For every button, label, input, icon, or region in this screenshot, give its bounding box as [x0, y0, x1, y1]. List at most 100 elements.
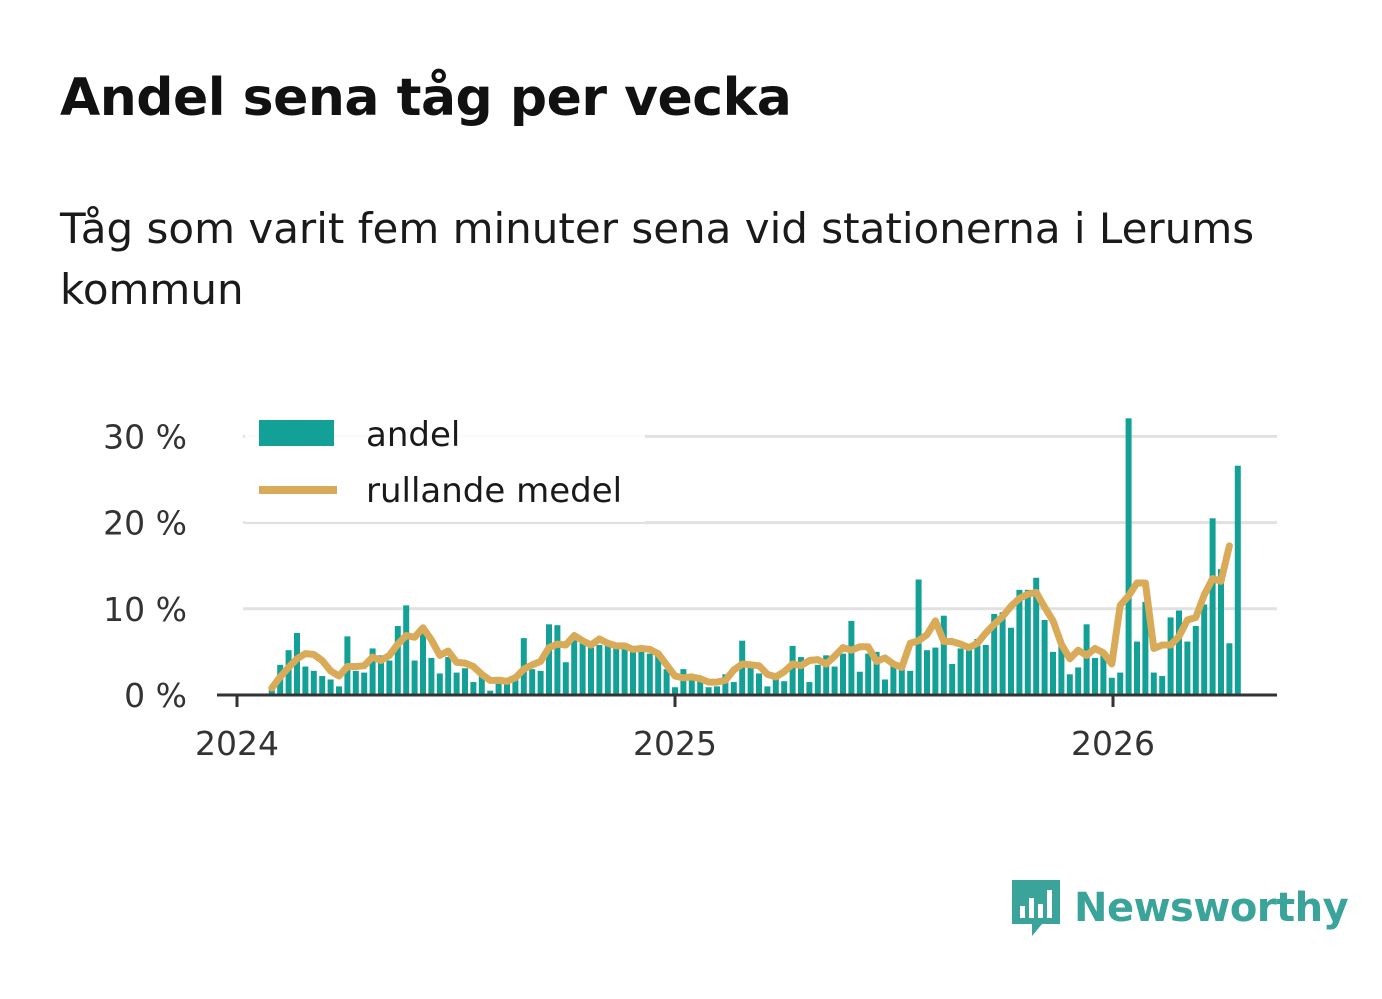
andel-bar — [840, 653, 846, 695]
andel-bar — [537, 670, 544, 695]
andel-bar — [562, 662, 569, 695]
andel-bar — [688, 677, 695, 695]
andel-bar — [604, 641, 611, 695]
andel-bar — [1050, 651, 1056, 695]
andel-bar — [957, 648, 964, 695]
andel-bar — [1024, 589, 1031, 695]
andel-bar — [378, 655, 384, 695]
andel-bar — [1083, 624, 1090, 695]
andel-bar — [1041, 620, 1048, 695]
andel-bar — [1192, 626, 1199, 695]
andel-bar — [823, 655, 830, 695]
y-axis-tick-labels: 0 % 10 % 20 % 30 % — [103, 417, 187, 715]
andel-bar — [1159, 676, 1166, 695]
andel-bar — [789, 645, 796, 695]
andel-bar — [1117, 672, 1124, 695]
andel-bar — [646, 653, 653, 695]
andel-bar — [336, 686, 342, 695]
andel-bar — [470, 682, 477, 695]
andel-bar — [747, 662, 754, 695]
andel-bar — [411, 660, 418, 695]
andel-bar — [1008, 627, 1014, 695]
andel-bar — [1092, 657, 1098, 695]
andel-bar — [445, 657, 452, 695]
andel-bar — [756, 673, 762, 695]
andel-bar — [882, 679, 888, 695]
andel-bar — [352, 670, 359, 695]
andel-bar — [982, 645, 989, 695]
andel-bar — [478, 675, 485, 695]
andel-bar — [1134, 641, 1140, 695]
andel-bar — [504, 679, 510, 695]
andel-bar — [1058, 643, 1065, 695]
andel-bar — [1033, 577, 1040, 695]
andel-bar — [705, 687, 712, 695]
andel-bar — [1226, 643, 1233, 695]
x-tick-label: 2025 — [633, 724, 717, 763]
andel-bar — [730, 682, 737, 695]
y-tick-label: 20 % — [103, 504, 187, 543]
newsworthy-chart-icon — [1012, 880, 1060, 936]
rolling-average-line — [268, 542, 1233, 692]
andel-bar — [907, 670, 914, 695]
andel-bar — [420, 626, 426, 695]
andel-bar — [663, 669, 670, 695]
andel-bar — [1142, 601, 1149, 695]
andel-bar — [1016, 589, 1023, 695]
andel-bar — [1234, 465, 1241, 695]
andel-bar — [361, 672, 368, 695]
andel-bar — [714, 686, 720, 695]
andel-bar — [453, 672, 460, 695]
andel-bar — [1108, 677, 1115, 695]
andel-bar — [924, 650, 930, 695]
andel-bar — [1075, 667, 1082, 695]
andel-bar — [554, 625, 561, 695]
andel-bar — [1150, 672, 1157, 695]
weekly-late-trains-chart: 0 % 10 % 20 % 30 % 2024 2025 2026 andel rullan… — [103, 410, 1277, 763]
andel-bar — [1125, 418, 1132, 695]
andel-bar — [680, 669, 687, 695]
andel-bar — [462, 668, 468, 695]
chart-subtitle: Tåg som varit fem minuter sena vid stati… — [60, 204, 1255, 314]
andel-bar — [1209, 518, 1216, 695]
andel-bar — [974, 638, 981, 695]
andel-bar — [865, 653, 872, 695]
andel-bar — [781, 681, 788, 695]
legend-label-andel: andel — [366, 415, 460, 455]
newsworthy-logo: Newsworthy — [1010, 878, 1349, 938]
y-tick-label: 0 % — [124, 676, 187, 715]
andel-bar — [529, 669, 536, 695]
andel-bar — [672, 687, 678, 695]
andel-bar — [697, 681, 704, 695]
andel-bar — [655, 655, 662, 695]
andel-bar — [890, 662, 897, 695]
andel-bar — [898, 665, 905, 695]
x-tick-label: 2026 — [1071, 724, 1155, 763]
andel-bar — [1184, 641, 1191, 695]
y-tick-label: 10 % — [103, 590, 187, 629]
brand-name: Newsworthy — [1074, 885, 1349, 931]
andel-bar — [621, 646, 628, 695]
andel-bar — [999, 612, 1006, 695]
andel-bar — [848, 620, 855, 695]
x-tick-label: 2024 — [195, 724, 279, 763]
andel-bar — [327, 679, 334, 695]
andel-bar — [487, 690, 494, 695]
andel-bar — [613, 648, 620, 695]
andel-bar — [798, 657, 804, 695]
andel-bar — [1201, 604, 1208, 695]
andel-bar — [546, 624, 552, 695]
andel-bar — [369, 648, 376, 695]
andel-bar — [1176, 610, 1182, 695]
andel-bar — [495, 676, 502, 695]
rolling-average-line-path — [268, 542, 1233, 692]
legend-swatch-andel — [259, 420, 334, 446]
andel-bar — [319, 676, 326, 695]
andel-bar — [831, 666, 838, 695]
andel-bar — [386, 660, 393, 695]
andel-bar — [764, 686, 771, 695]
andel-bar — [403, 605, 410, 695]
andel-bar — [638, 647, 645, 695]
andel-bar — [722, 674, 729, 695]
andel-bar — [428, 657, 435, 695]
